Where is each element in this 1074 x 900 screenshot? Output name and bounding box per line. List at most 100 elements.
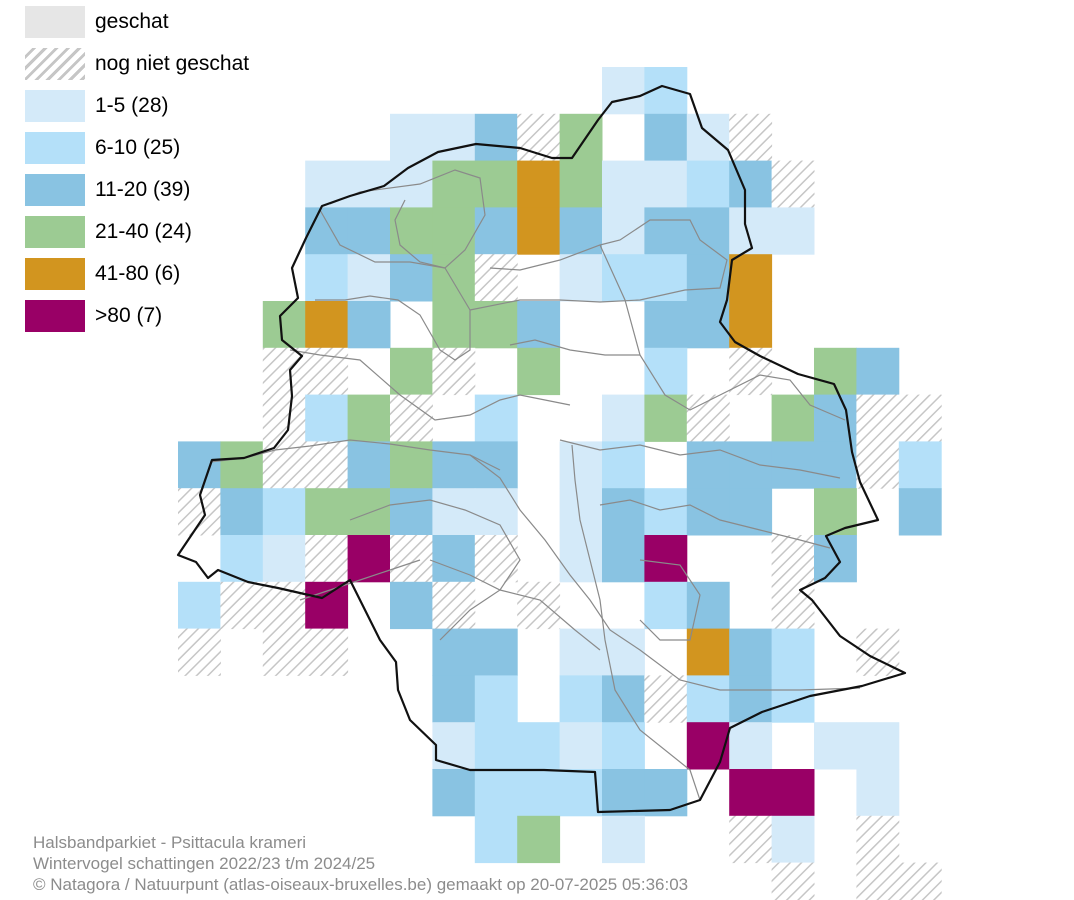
grid-cell [432, 113, 476, 162]
grid-cell [729, 113, 773, 162]
grid-cell [305, 207, 349, 255]
grid-cell [686, 207, 730, 255]
grid-cell [898, 488, 942, 536]
grid-cell [686, 722, 730, 770]
grid-cell [644, 488, 688, 536]
grid-cell [347, 488, 391, 536]
grid-cell [898, 394, 942, 442]
legend-label: 11-20 (39) [95, 178, 191, 201]
legend-item-41-80: 41-80 (6) [25, 258, 345, 290]
legend-label: 6-10 (25) [95, 136, 181, 159]
grid-cell [559, 160, 603, 208]
grid-cell [856, 441, 900, 489]
grid-cell [602, 535, 645, 583]
grid-cell [644, 207, 688, 255]
legend-swatch [25, 6, 85, 38]
grid-cell [729, 815, 773, 864]
legend-item-not-estimated: nog niet geschat [25, 48, 345, 80]
grid-cell [856, 722, 900, 770]
grid-cell [474, 207, 518, 255]
grid-cell [686, 488, 730, 536]
grid-cell [517, 160, 561, 208]
grid-cell [178, 581, 221, 630]
grid-cell [729, 675, 773, 723]
legend-item-estimated: geschat [25, 6, 345, 38]
grid-cell [262, 488, 306, 536]
grid-cell [559, 535, 603, 583]
legend-item-6-10: 6-10 (25) [25, 132, 345, 164]
grid-cell [474, 488, 518, 536]
grid-cell [432, 628, 476, 676]
grid-cell [814, 722, 857, 770]
grid-cell [856, 394, 900, 442]
grid-cell [559, 628, 603, 676]
grid-cell [729, 301, 773, 349]
grid-cell [305, 581, 349, 630]
legend-swatch [25, 174, 85, 206]
grid-cell [686, 160, 730, 208]
grid-cell [686, 254, 730, 302]
grid-cell [559, 488, 603, 536]
grid-cell [644, 394, 688, 442]
grid-cell [686, 113, 730, 162]
grid-cell [347, 254, 391, 302]
grid-cell [474, 769, 518, 817]
grid-cell [347, 535, 391, 583]
grid-cell [856, 862, 900, 900]
grid-cell [729, 628, 773, 676]
grid-cell [898, 862, 942, 900]
grid-cell [686, 581, 730, 630]
grid-cell [771, 441, 815, 489]
grid-cell [262, 628, 306, 676]
grid-cell [432, 722, 476, 770]
grid-cell [305, 535, 349, 583]
grid-cell [729, 254, 773, 302]
grid-cell [305, 628, 349, 676]
survey-name: Wintervogel schattingen 2022/23 t/m 2024… [33, 854, 376, 873]
grid-cell [856, 347, 900, 396]
grid-cell [474, 441, 518, 489]
grid-cell [644, 254, 688, 302]
grid-cell [517, 769, 561, 817]
grid-cell [432, 301, 476, 349]
grid-cell [474, 254, 518, 302]
legend-label: 41-80 (6) [95, 262, 181, 285]
grid-cell [390, 207, 433, 255]
legend-swatch [25, 258, 85, 290]
legend-item-11-20: 11-20 (39) [25, 174, 345, 206]
grid-cell [390, 113, 433, 162]
grid-cell [602, 254, 645, 302]
grid-cell [602, 769, 645, 817]
grid-cell [729, 488, 773, 536]
grid-cell [602, 628, 645, 676]
grid-cell [474, 301, 518, 349]
region-outline [176, 84, 907, 814]
grid-cell [602, 488, 645, 536]
grid-cell [644, 581, 688, 630]
grid-cell [644, 160, 688, 208]
grid-cell [474, 722, 518, 770]
grid-cell [729, 441, 773, 489]
grid-cell [390, 394, 433, 442]
grid-cell [305, 347, 349, 396]
grid-cell [517, 815, 561, 864]
grid-cell [517, 207, 561, 255]
grid-cell [602, 675, 645, 723]
grid-cell [432, 347, 476, 396]
grid-cell [220, 581, 264, 630]
grid-cell [432, 769, 476, 817]
grid-cell [729, 769, 773, 817]
grid-cell [432, 254, 476, 302]
grid-cell [771, 628, 815, 676]
grid-cell [686, 394, 730, 442]
legend-label: nog niet geschat [95, 52, 250, 75]
grid-cell [517, 722, 561, 770]
grid-cell [729, 347, 773, 396]
legend-swatch [25, 216, 85, 248]
grid-cell [771, 207, 815, 255]
grid-cell [432, 207, 476, 255]
grid-cell [262, 347, 306, 396]
grid-cell [474, 113, 518, 162]
grid-cell [220, 441, 264, 489]
